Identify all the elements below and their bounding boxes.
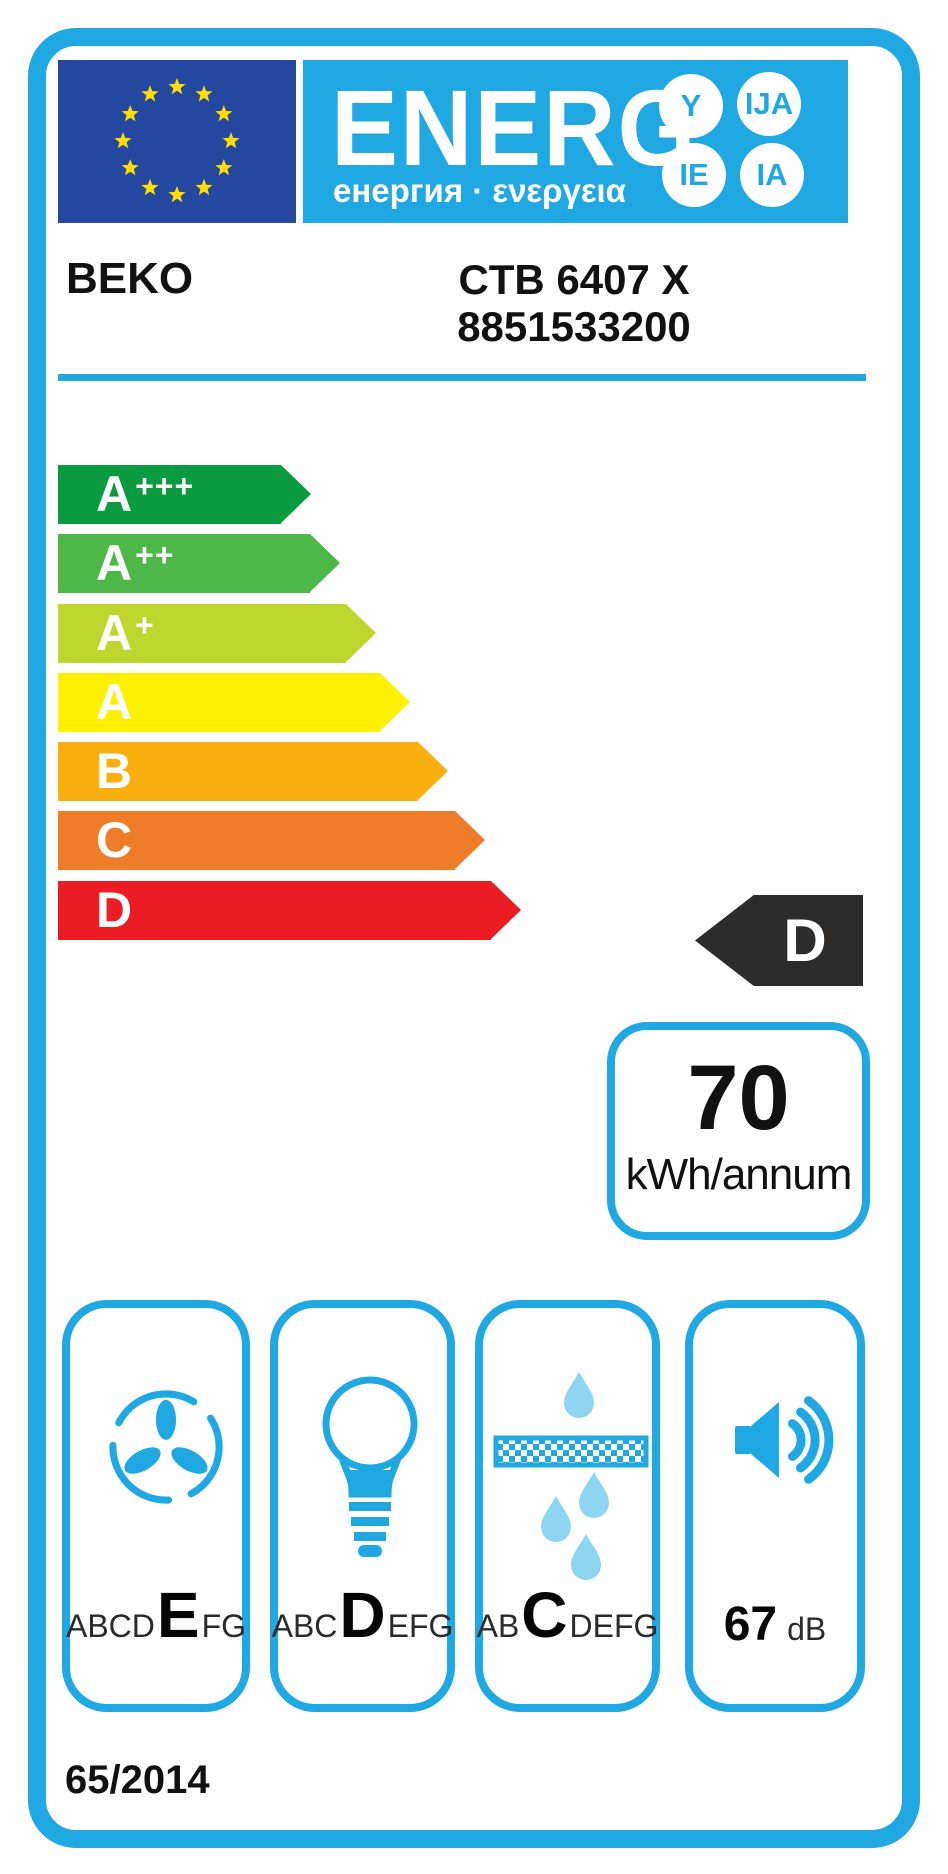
scale-letter: A <box>96 466 133 522</box>
scale-letter: B <box>96 743 133 799</box>
energ-subtitle: енергия · ενεργεια <box>333 172 626 209</box>
fan-icon <box>109 1390 223 1504</box>
fan-efficiency-box: ABCD E FG <box>62 1300 250 1712</box>
suffix-circle-y: Y <box>659 74 723 138</box>
scale-bar-d: D <box>58 881 521 940</box>
scale-prefix: AB <box>476 1608 520 1644</box>
grease-filter-icon <box>493 1372 649 1580</box>
noise-value: 67 <box>723 1598 778 1651</box>
scale-bar-tip <box>455 811 485 869</box>
scale-bar-b: B <box>58 742 448 801</box>
scale-suffix: EFG <box>387 1608 454 1644</box>
noise-speaker-icon <box>735 1396 834 1484</box>
grease-filtering-scale: AB C DEFG <box>477 1578 659 1652</box>
brand-name: BEKO <box>66 254 194 303</box>
eu-flag-stars <box>58 60 296 223</box>
scale-plus: ++ <box>135 537 175 573</box>
scale-bar-tip <box>491 881 521 939</box>
header-divider <box>58 374 866 381</box>
scale-suffix: DEFG <box>569 1608 659 1644</box>
eu-flag-logo <box>58 60 296 223</box>
scale-letter: D <box>96 882 133 938</box>
scale-bar-tip <box>281 465 311 523</box>
scale-bar-c: C <box>58 811 485 870</box>
fan-efficiency-scale: ABCD E FG <box>66 1578 246 1652</box>
scale-letter: C <box>96 812 133 868</box>
regulation-number: 65/2014 <box>65 1758 210 1802</box>
scale-bar-tip <box>346 604 376 662</box>
annual-consumption-box: 70 kWh/annum <box>607 1022 870 1240</box>
scale-plus: + <box>135 607 155 643</box>
rating-class-letter: D <box>783 907 827 974</box>
scale-letter: A <box>96 535 133 591</box>
model-block: CTB 6407 X 8851533200 <box>404 256 744 350</box>
noise-level-box: 67 dB <box>685 1300 865 1712</box>
scale-bar-tip <box>418 742 448 800</box>
model-code: 8851533200 <box>457 303 691 350</box>
rated-class: E <box>156 1579 200 1651</box>
suffix-circle-ia: IA <box>740 143 804 207</box>
energ-logo-band: ENERG енергия · ενεργεια Y IJA IE IA <box>303 60 848 223</box>
scale-bar-tip <box>310 534 340 592</box>
scale-bar-a-plus-plus-plus: A +++ <box>58 465 311 524</box>
scale-prefix: ABC <box>271 1608 338 1644</box>
scale-bar-a-plus: A + <box>58 604 376 663</box>
consumption-value: 70 <box>687 1047 790 1149</box>
scale-bar-tip <box>380 673 410 731</box>
model-number: CTB 6407 X <box>458 256 690 303</box>
grease-filtering-box: AB C DEFG <box>475 1300 660 1712</box>
suffix-circle-ie: IE <box>662 143 726 207</box>
noise-unit: dB <box>787 1611 827 1647</box>
rated-class: C <box>521 1579 568 1651</box>
consumption-unit: kWh/annum <box>625 1150 853 1199</box>
scale-prefix: ABCD <box>65 1608 155 1644</box>
rated-class: D <box>339 1579 386 1651</box>
lighting-efficiency-scale: ABC D EFG <box>272 1578 454 1652</box>
scale-bar-a-plus-plus: A ++ <box>58 534 340 593</box>
suffix-circle-ija: IJA <box>737 72 801 136</box>
scale-bar-a: A <box>58 673 410 732</box>
scale-letter: A <box>96 605 133 661</box>
scale-letter: A <box>96 674 133 730</box>
energ-wordmark: ENERG <box>331 67 698 188</box>
scale-plus: +++ <box>135 468 195 504</box>
light-bulb-icon <box>322 1376 418 1557</box>
scale-suffix: FG <box>201 1608 247 1644</box>
noise-value-row: 67 dB <box>693 1597 857 1652</box>
lighting-efficiency-box: ABC D EFG <box>270 1300 455 1712</box>
